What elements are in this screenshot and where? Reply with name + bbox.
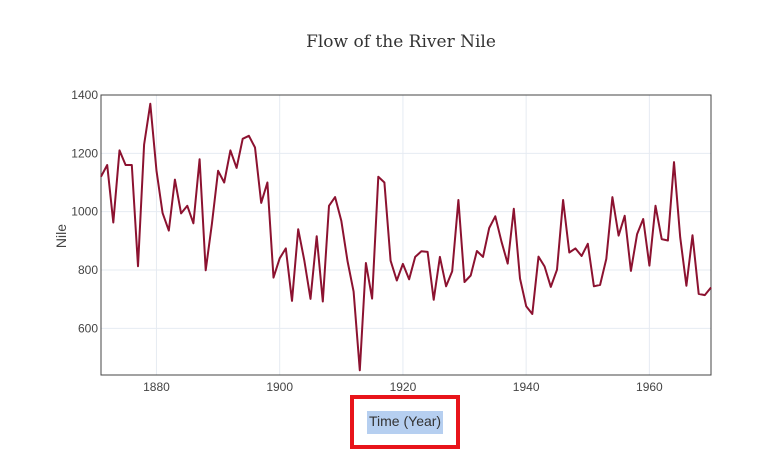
x-axis-ticks: 1880 1900 1920 1940 1960	[143, 380, 663, 394]
x-tick-label: 1880	[143, 380, 170, 394]
x-axis-title-selection	[367, 411, 443, 434]
y-tick-label: 800	[78, 263, 98, 277]
x-tick-label: 1960	[636, 380, 663, 394]
y-axis-title: Nile	[53, 224, 69, 248]
chart-title: Flow of the River Nile	[306, 32, 496, 52]
series-layer	[100, 102, 712, 372]
y-axis-ticks: 600 800 1000 1200 1400	[71, 88, 98, 335]
y-tick-label: 600	[78, 321, 98, 335]
x-axis-title[interactable]: Time (Year)	[369, 413, 442, 429]
y-tick-label: 1000	[71, 205, 98, 219]
x-tick-label: 1900	[266, 380, 293, 394]
y-tick-label: 1200	[71, 146, 98, 160]
x-tick-label: 1920	[390, 380, 417, 394]
series-line	[100, 102, 712, 372]
x-tick-label: 1940	[513, 380, 540, 394]
y-tick-label: 1400	[71, 88, 98, 102]
annotation-highlight-box	[350, 395, 460, 449]
plot-area-border	[100, 94, 712, 376]
